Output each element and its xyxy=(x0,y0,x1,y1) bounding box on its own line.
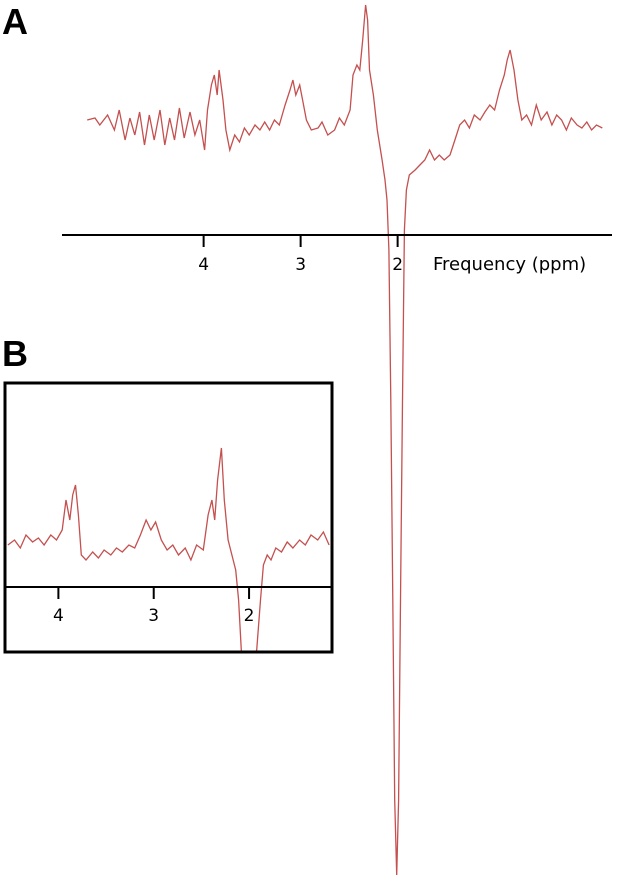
spectrum-line xyxy=(87,4,603,876)
x-tick-label: 4 xyxy=(53,606,64,626)
panel-label: B xyxy=(2,333,28,374)
spectrum-line xyxy=(7,447,330,652)
inset-frame xyxy=(3,381,334,654)
x-tick-label: 3 xyxy=(295,255,306,275)
panel-label: A xyxy=(2,1,28,42)
x-axis-label: Frequency (ppm) xyxy=(433,254,586,275)
inset-background xyxy=(5,383,332,652)
x-tick-label: 4 xyxy=(198,255,209,275)
x-tick-label: 2 xyxy=(392,255,403,275)
x-tick-label: 2 xyxy=(244,606,255,626)
x-tick-label: 3 xyxy=(148,606,159,626)
